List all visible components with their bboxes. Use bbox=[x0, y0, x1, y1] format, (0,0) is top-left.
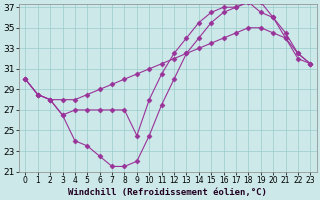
X-axis label: Windchill (Refroidissement éolien,°C): Windchill (Refroidissement éolien,°C) bbox=[68, 188, 267, 197]
